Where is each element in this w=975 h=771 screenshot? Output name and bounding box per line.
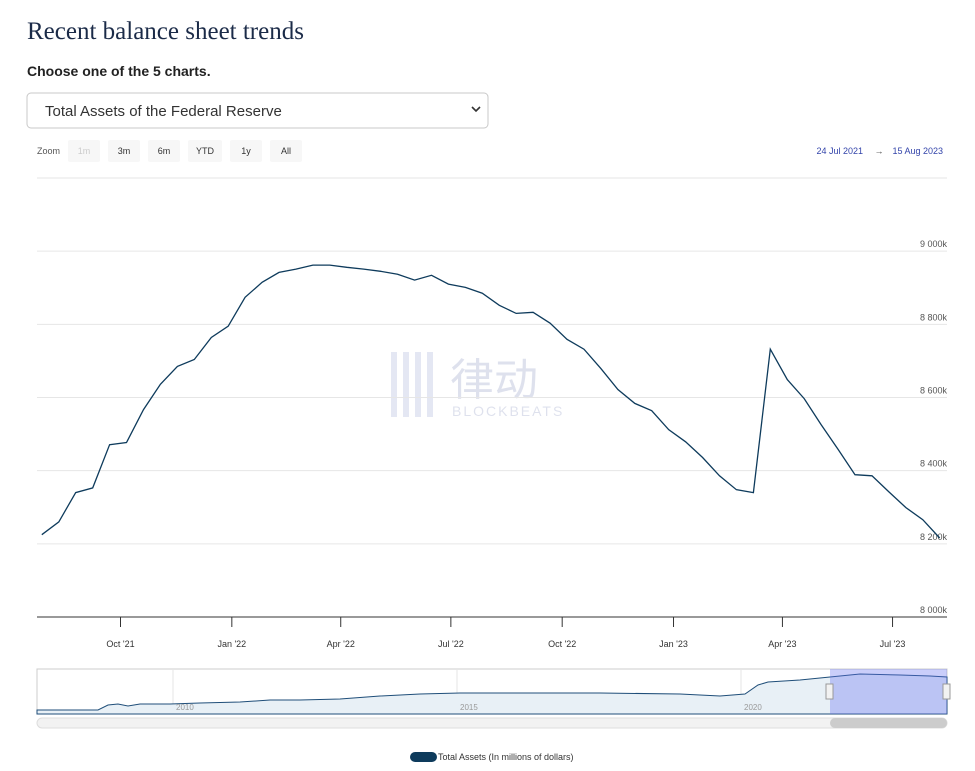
nav-year: 2020 [744, 703, 762, 712]
range-from[interactable]: 24 Jul 2021 [816, 146, 863, 156]
zoom-label: Zoom [37, 146, 60, 156]
range-button[interactable] [108, 140, 140, 162]
nav-handle[interactable] [825, 683, 834, 700]
y-tick-label: 9 000k [920, 239, 948, 249]
scrollbar[interactable] [36, 717, 948, 729]
series-line [41, 264, 941, 539]
range-button-label[interactable]: 1m [78, 146, 91, 156]
range-buttons: 1m 3m 6m YTD 1y All [68, 140, 302, 162]
navigator: 2010 2015 2020 [36, 668, 951, 729]
range-button[interactable] [270, 140, 302, 162]
x-tick-label: Jan '22 [217, 639, 246, 649]
nav-selection[interactable] [830, 669, 947, 714]
y-tick-label: 8 800k [920, 312, 948, 322]
scrollbar-thumb[interactable] [830, 718, 947, 728]
range-to[interactable]: 15 Aug 2023 [892, 146, 943, 156]
watermark: 律动 BLOCKBEATS [391, 352, 564, 419]
nav-year: 2010 [176, 703, 194, 712]
legend-label[interactable]: Total Assets (In millions of dollars) [438, 752, 574, 762]
x-tick-label: Apr '22 [327, 639, 355, 649]
range-arrow: → [875, 146, 884, 156]
range-button-label[interactable]: YTD [196, 146, 215, 156]
wm-text: BLOCKBEATS [452, 403, 564, 419]
select-box[interactable] [26, 92, 489, 129]
x-tick-label: Jan '23 [659, 639, 688, 649]
range-button-label[interactable]: 1y [241, 146, 251, 156]
nav-year: 2015 [460, 703, 478, 712]
subtitle: Choose one of the 5 charts. [27, 63, 211, 79]
range-button[interactable] [148, 140, 180, 162]
range-button[interactable] [188, 140, 222, 162]
range-button-label[interactable]: 3m [118, 146, 131, 156]
chevron [471, 106, 481, 113]
range-button[interactable] [68, 140, 100, 162]
select-text[interactable]: Total Assets of the Federal Reserve [45, 103, 282, 120]
x-tick-label: Oct '22 [548, 639, 576, 649]
wm-bar [391, 352, 397, 417]
wm-bar [427, 352, 433, 417]
y-tick-label: 8 600k [920, 386, 948, 396]
x-tick-label: Oct '21 [106, 639, 134, 649]
nav-handle[interactable] [942, 683, 951, 700]
range-button-label[interactable]: All [281, 146, 291, 156]
x-tick-label: Jul '22 [438, 639, 464, 649]
range-button[interactable] [230, 140, 262, 162]
wm-text: 律动 [450, 355, 538, 406]
page-title: Recent balance sheet trends [27, 18, 304, 45]
plot: 8 000k 8 200k 8 400k 8 600k 8 800k 9 000k Oct … [37, 239, 947, 649]
range-button-label[interactable]: 6m [158, 146, 171, 156]
wm-bar [415, 352, 421, 417]
x-tick-label: Jul '23 [880, 639, 906, 649]
nav-series [36, 673, 948, 715]
legend[interactable]: Total Assets (In millions of dollars) [410, 752, 574, 762]
chart-select[interactable]: Total Assets of the Federal Reserve [26, 92, 489, 129]
y-tick-label: 8 200k [920, 532, 948, 542]
y-tick-label: 8 400k [920, 459, 948, 469]
wm-bar [403, 352, 409, 417]
legend-swatch [410, 752, 437, 762]
x-tick-label: Apr '23 [768, 639, 796, 649]
y-tick-label: 8 000k [920, 605, 948, 615]
